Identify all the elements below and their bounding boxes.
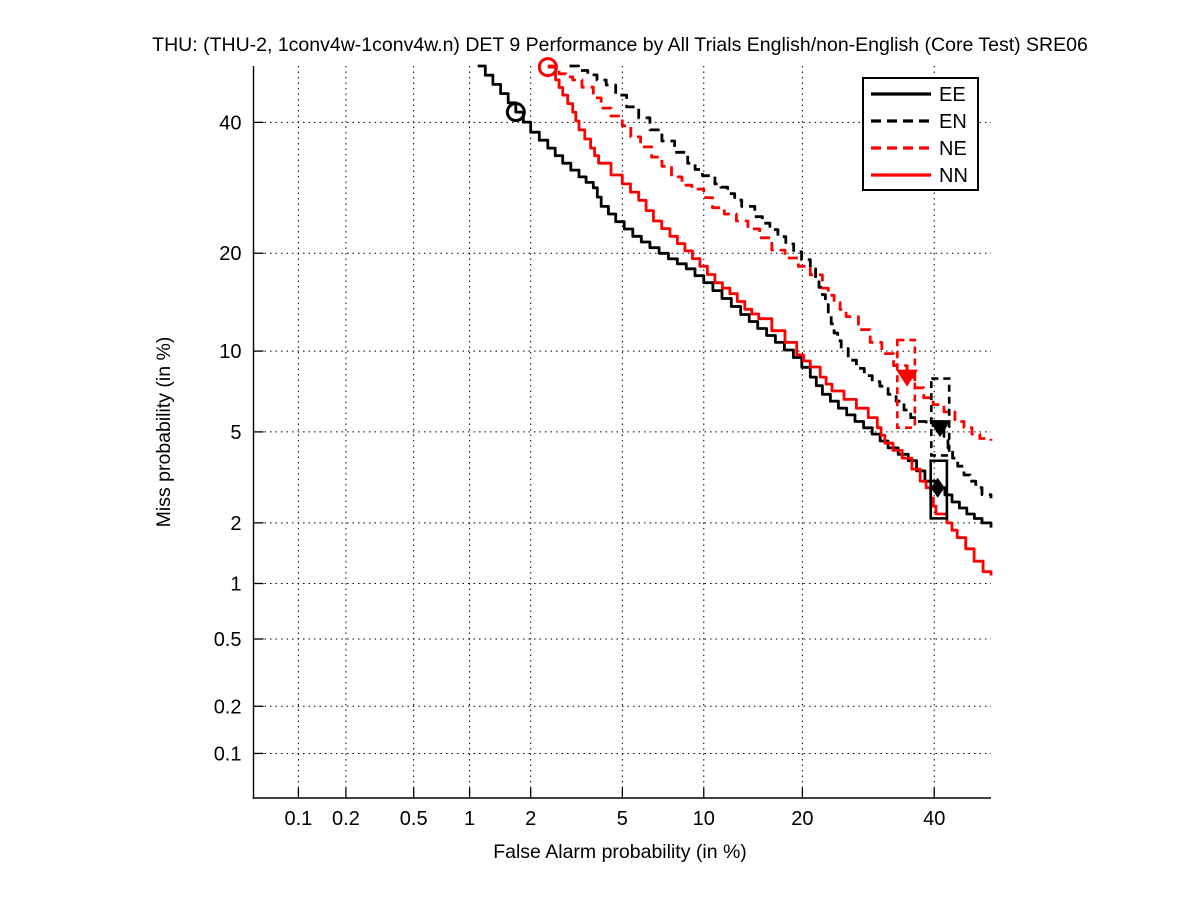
x-tick-label: 5 bbox=[617, 808, 628, 830]
y-tick-label: 2 bbox=[230, 513, 241, 535]
error-box-EE bbox=[929, 459, 949, 520]
legend-label-EE: EE bbox=[939, 84, 966, 106]
x-axis-label: False Alarm probability (in %) bbox=[493, 841, 747, 863]
x-tick-label: 10 bbox=[693, 808, 715, 830]
y-tick-label: 0.5 bbox=[214, 629, 242, 651]
min-dcf-circle-NN bbox=[537, 57, 558, 78]
actual-dcf-diamond-EE bbox=[930, 477, 945, 498]
y-tick-label: 40 bbox=[219, 112, 241, 134]
legend-label-NN: NN bbox=[939, 165, 968, 187]
legend-label-NE: NE bbox=[939, 138, 967, 160]
error-box-NE bbox=[896, 338, 917, 429]
actual-dcf-triangle-NE bbox=[896, 369, 919, 387]
legend-layer: EE EN NE NN bbox=[862, 77, 979, 191]
curve-layer bbox=[477, 64, 993, 576]
det-curve-EN bbox=[569, 64, 993, 499]
x-tick-label: 1 bbox=[464, 808, 475, 830]
y-tick-label: 1 bbox=[230, 574, 241, 596]
det-curve-EE bbox=[477, 64, 993, 528]
y-tick-label: 0.2 bbox=[214, 696, 242, 718]
x-tick-label: 0.1 bbox=[284, 808, 312, 830]
min-dcf-circle-EE bbox=[505, 102, 526, 123]
y-tick-label: 20 bbox=[219, 243, 241, 265]
legend-box bbox=[862, 77, 979, 191]
y-tick-label: 5 bbox=[230, 422, 241, 444]
det-curve-NN bbox=[547, 65, 993, 576]
legend-label-EN: EN bbox=[939, 111, 967, 133]
error-box-EN bbox=[930, 377, 951, 457]
y-axis-label: Miss probability (in %) bbox=[153, 337, 175, 528]
det-curve-NE bbox=[547, 64, 993, 441]
x-tick-label: 0.2 bbox=[332, 808, 360, 830]
marker-layer bbox=[505, 57, 952, 520]
x-tick-label: 0.5 bbox=[400, 808, 428, 830]
actual-dcf-triangle-EN bbox=[929, 420, 952, 438]
x-tick-label: 2 bbox=[525, 808, 536, 830]
y-tick-label: 0.1 bbox=[214, 743, 242, 765]
x-tick-label: 40 bbox=[923, 808, 945, 830]
x-tick-label: 20 bbox=[791, 808, 813, 830]
axes-layer: 0.1 0.2 0.5 1 2 5 10 20 40 0.1 0.2 0.5 1 2 5 10 20 40 bbox=[214, 66, 991, 830]
y-tick-label: 10 bbox=[219, 341, 241, 363]
chart-title: THU: (THU-2, 1conv4w-1conv4w.n) DET 9 Pe… bbox=[152, 34, 1088, 56]
